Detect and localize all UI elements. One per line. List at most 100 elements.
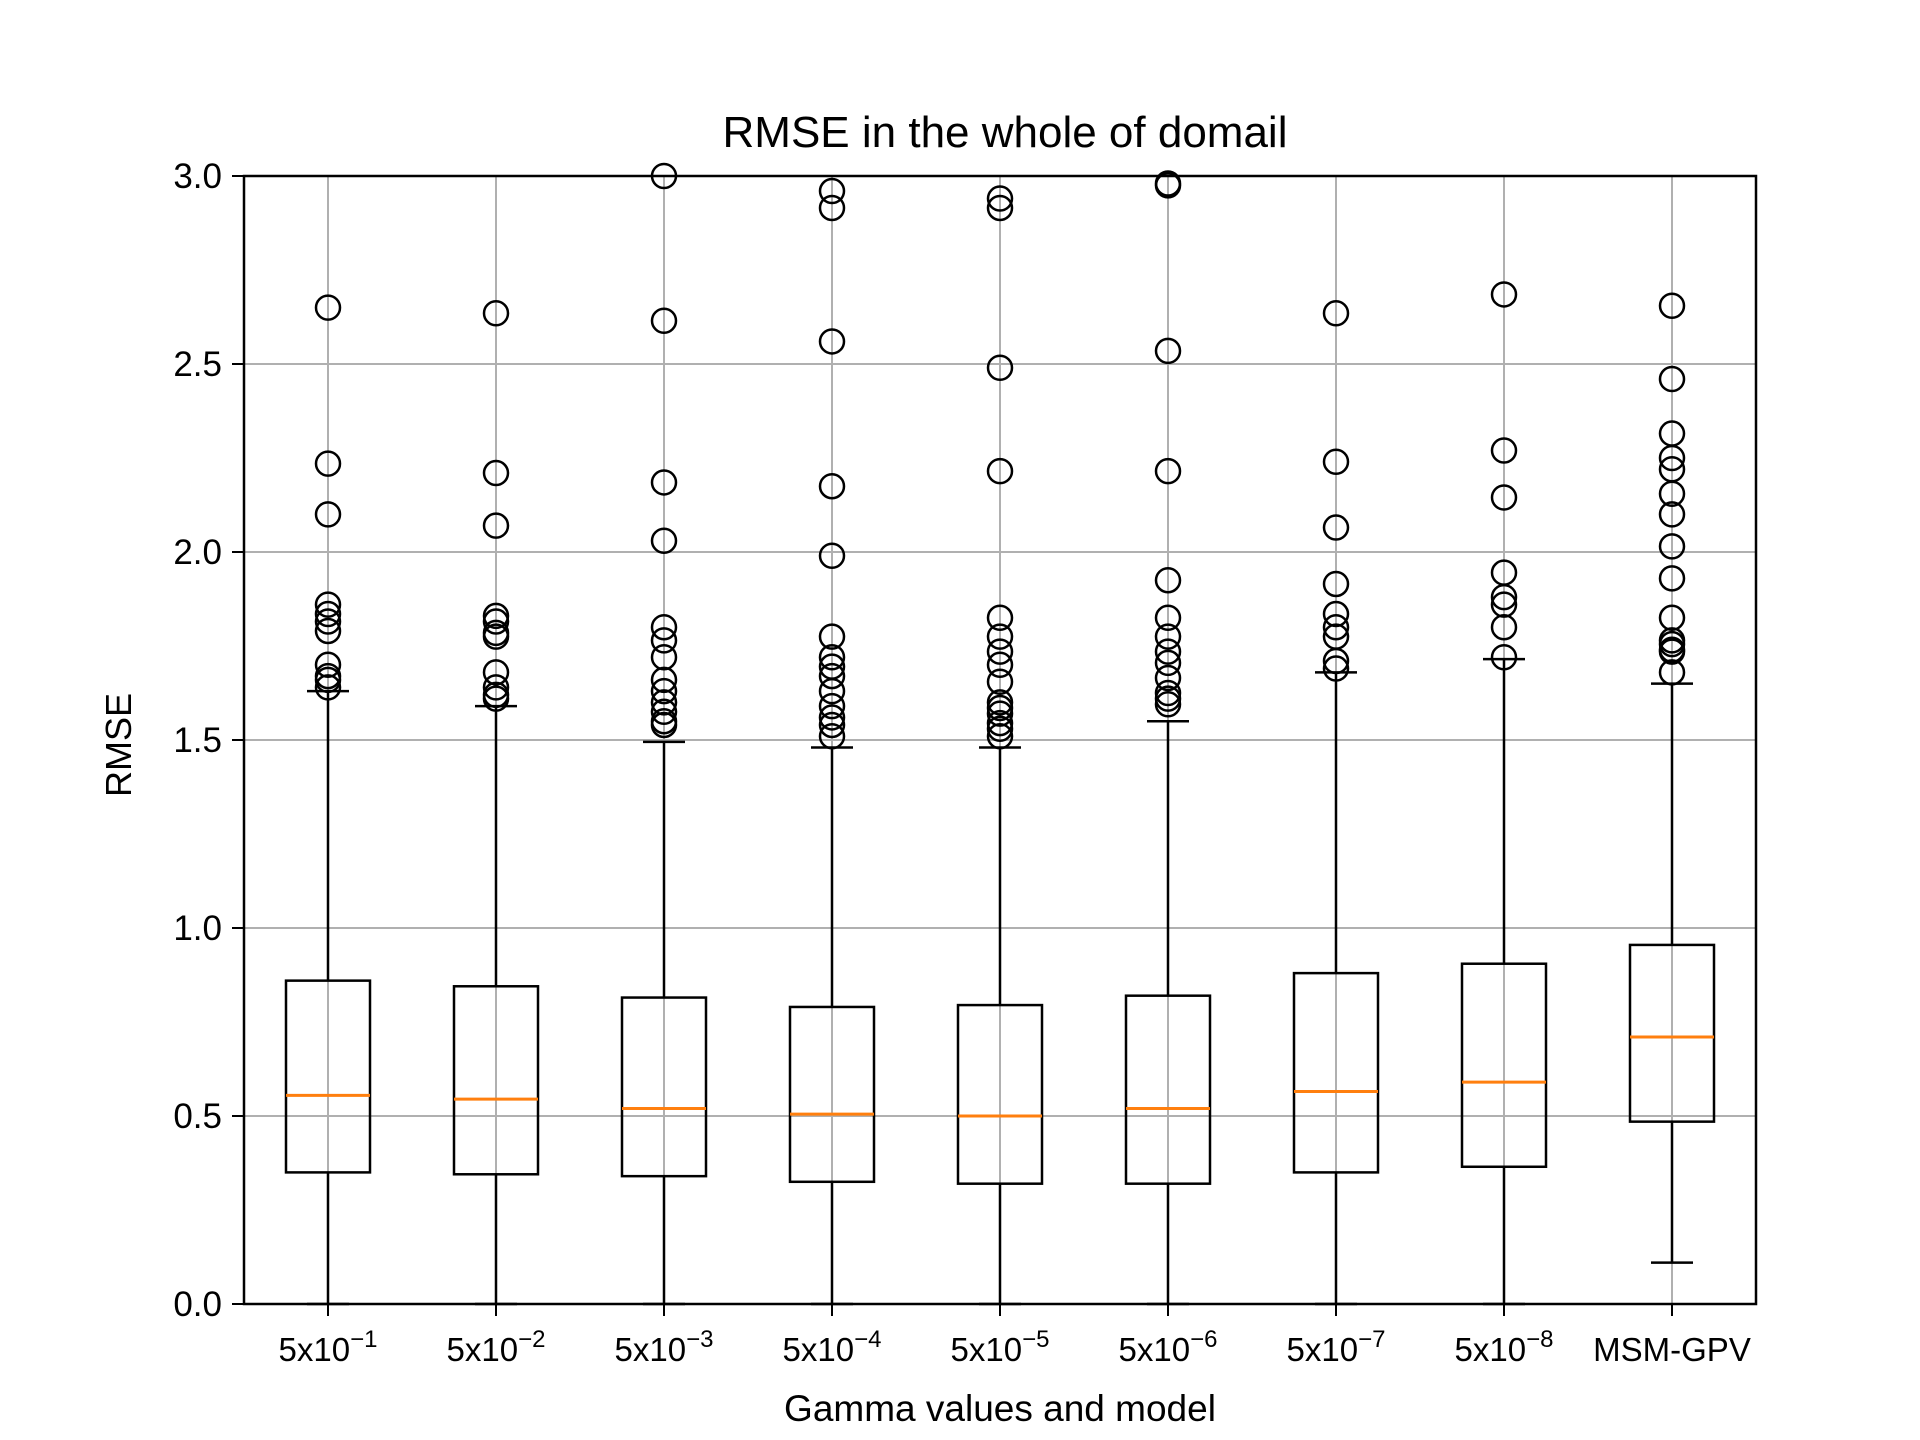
outlier-point — [986, 722, 1014, 750]
outlier-point — [482, 685, 510, 712]
outlier-point — [818, 623, 846, 650]
outlier-point — [1322, 600, 1350, 628]
x-tick-label: 5x10−2 — [447, 1326, 546, 1368]
outlier-point — [1154, 679, 1182, 707]
outlier-point — [650, 527, 678, 554]
outlier-point — [1658, 604, 1686, 632]
x-tick-label: 5x10−6 — [1119, 1326, 1218, 1368]
box-group — [1628, 292, 1716, 1264]
outlier-point — [1322, 655, 1350, 682]
outlier-point — [1154, 604, 1182, 632]
x-tick-label-base: 5x10 — [951, 1331, 1023, 1368]
outlier-point — [314, 651, 342, 679]
y-axis-label: RMSE — [98, 693, 139, 797]
x-tick-label: 5x10−3 — [615, 1326, 714, 1368]
chart-title: RMSE in the whole of domail — [723, 108, 1288, 157]
x-tick-label-exponent: −2 — [518, 1326, 545, 1353]
outlier-point — [1658, 365, 1686, 393]
y-tick-label: 2.5 — [173, 345, 222, 384]
outlier-point — [1154, 664, 1182, 692]
outlier-point — [818, 722, 846, 750]
outlier-point — [1658, 444, 1686, 472]
outlier-point — [986, 700, 1014, 727]
x-tick-label-base: 5x10 — [615, 1331, 687, 1368]
outlier-point — [482, 674, 510, 701]
outlier-point — [1322, 514, 1350, 541]
box-group — [1292, 299, 1380, 1306]
outlier-point — [314, 674, 342, 701]
x-tick-label: 5x10−8 — [1455, 1326, 1554, 1368]
outlier-point — [818, 194, 846, 222]
outlier-point — [482, 659, 510, 686]
outlier-point — [482, 459, 510, 487]
outlier-point — [650, 698, 678, 726]
outlier-point — [1490, 437, 1518, 464]
outlier-point — [1658, 659, 1686, 686]
x-tick-label-base: 5x10 — [279, 1331, 351, 1368]
outlier-point — [1658, 533, 1686, 560]
box-iqr — [1628, 943, 1716, 1123]
outlier-point — [650, 666, 678, 694]
x-tick-label-exponent: −6 — [1190, 1326, 1217, 1353]
outlier-point — [314, 617, 342, 645]
outlier-point — [1490, 613, 1518, 641]
outlier-point — [1154, 638, 1182, 665]
x-tick-label: 5x10−7 — [1287, 1326, 1386, 1368]
outlier-point — [1322, 613, 1350, 641]
outlier-point — [482, 299, 510, 327]
y-tick-label: 1.5 — [173, 721, 222, 760]
outlier-point — [1658, 630, 1686, 658]
x-tick-label-exponent: −7 — [1358, 1326, 1385, 1353]
outlier-point — [1322, 570, 1350, 598]
x-tick-label-exponent: −4 — [854, 1326, 881, 1353]
outlier-point — [818, 177, 846, 205]
box-iqr — [1124, 994, 1212, 1185]
outlier-point — [1322, 299, 1350, 327]
outlier-point — [986, 694, 1014, 722]
x-tick-label: 5x10−5 — [951, 1326, 1050, 1368]
x-tick-label-exponent: −1 — [350, 1326, 377, 1353]
y-tick-label: 2.0 — [173, 533, 222, 572]
y-tick-label: 0.0 — [173, 1285, 222, 1324]
outlier-point — [1658, 638, 1686, 665]
outlier-point — [986, 709, 1014, 737]
outlier-point — [482, 602, 510, 630]
outlier-point — [986, 689, 1014, 716]
outlier-point — [482, 623, 510, 650]
outlier-point — [1490, 281, 1518, 308]
x-tick-label-exponent: −8 — [1526, 1326, 1553, 1353]
outlier-point — [986, 185, 1014, 212]
x-tick-label-base: 5x10 — [1455, 1331, 1527, 1368]
outlier-point — [1154, 691, 1182, 718]
outlier-point — [1322, 647, 1350, 675]
x-tick-label: 5x10−1 — [279, 1326, 378, 1368]
y-tick-label: 0.5 — [173, 1097, 222, 1136]
outlier-point — [314, 666, 342, 694]
outlier-point — [986, 604, 1014, 632]
outlier-point — [1154, 685, 1182, 712]
x-tick-label: 5x10−4 — [783, 1326, 882, 1368]
x-tick-label: MSM-GPV — [1593, 1331, 1751, 1368]
box-iqr — [620, 996, 708, 1178]
outlier-point — [314, 591, 342, 618]
outlier-point — [314, 294, 342, 321]
x-axis-label: Gamma values and model — [784, 1388, 1216, 1429]
outlier-point — [482, 512, 510, 539]
plot-area — [284, 162, 1716, 1306]
box-group — [284, 294, 372, 1306]
outlier-point — [1154, 337, 1182, 365]
outlier-point — [314, 600, 342, 628]
outlier-point — [314, 501, 342, 528]
outlier-point — [1658, 480, 1686, 507]
outlier-point — [314, 450, 342, 477]
outlier-point — [650, 469, 678, 496]
outlier-point — [650, 711, 678, 739]
x-tick-label-base: 5x10 — [1119, 1331, 1191, 1368]
outlier-point — [1154, 566, 1182, 594]
outlier-point — [1154, 172, 1182, 199]
x-tick-label-base: 5x10 — [783, 1331, 855, 1368]
outlier-point — [650, 307, 678, 335]
outlier-point — [818, 662, 846, 690]
